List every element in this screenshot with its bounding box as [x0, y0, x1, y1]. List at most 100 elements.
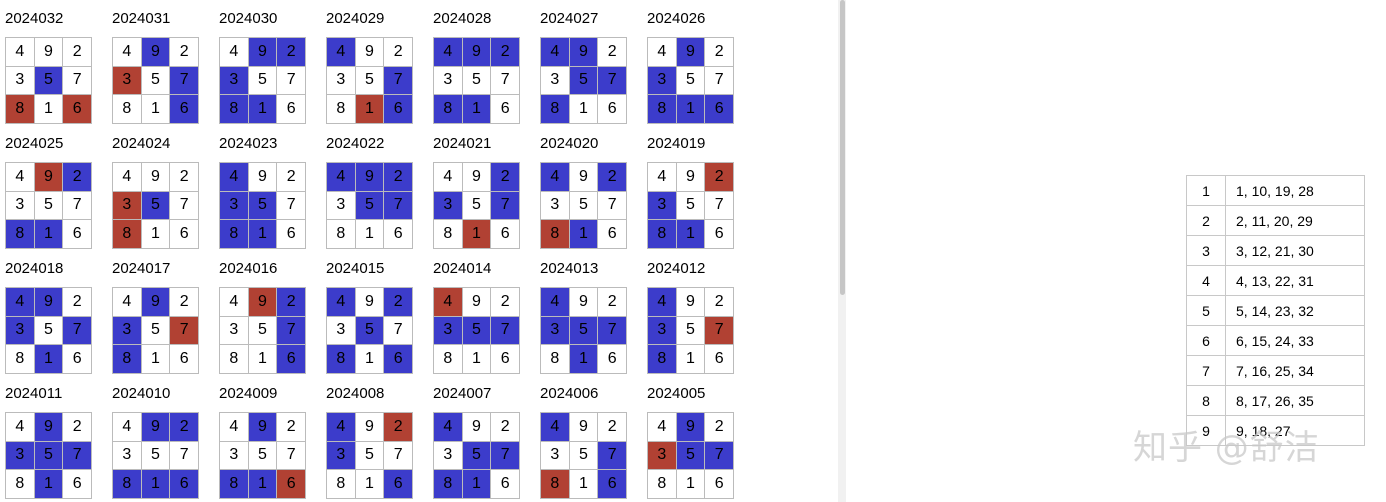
- square-cell: 4: [541, 163, 570, 192]
- square-cell: 2: [491, 288, 520, 317]
- square-cell: 8: [434, 470, 463, 499]
- square-cell: 2: [598, 163, 627, 192]
- square-cell: 1: [355, 345, 385, 374]
- square-cell: 6: [598, 470, 627, 499]
- square-cell: 8: [327, 470, 356, 499]
- mapping-row: 8 8, 17, 26, 35: [1186, 385, 1365, 416]
- square-cell: 4: [434, 163, 463, 192]
- square-cell: 7: [491, 191, 520, 221]
- square-cell: 2: [170, 288, 199, 317]
- square-cell: 3: [648, 66, 677, 96]
- mapping-row: 9 9, 18, 27: [1186, 415, 1365, 446]
- mapping-key: 9: [1186, 415, 1226, 446]
- square-cell: 6: [277, 220, 306, 249]
- square-cell: 1: [248, 95, 278, 124]
- square-cell: 6: [63, 470, 92, 499]
- square-cell: 5: [462, 66, 492, 96]
- draw-id-label: 2024029: [326, 10, 385, 27]
- square-cell: 2: [598, 38, 627, 67]
- square-cell: 8: [113, 220, 142, 249]
- square-cell: 6: [63, 345, 92, 374]
- square-cell: 9: [355, 163, 385, 192]
- square-cell: 7: [170, 316, 199, 346]
- square-cell: 3: [434, 316, 463, 346]
- square-cell: 4: [6, 163, 35, 192]
- square-cell: 4: [327, 288, 356, 317]
- square-cell: 9: [569, 288, 599, 317]
- square-cell: 3: [541, 316, 570, 346]
- square-cell: 1: [676, 220, 706, 249]
- square-cell: 1: [569, 220, 599, 249]
- square-cell: 9: [569, 413, 599, 442]
- square-cell: 8: [648, 220, 677, 249]
- square-cell: 2: [63, 413, 92, 442]
- square-cell: 7: [384, 66, 413, 96]
- draw-id-label: 2024023: [219, 135, 278, 152]
- square-cell: 9: [355, 288, 385, 317]
- square-cell: 8: [220, 95, 249, 124]
- draw-id-label: 2024006: [540, 385, 599, 402]
- square-cell: 6: [277, 470, 306, 499]
- square-cell: 4: [327, 413, 356, 442]
- square-cell: 8: [541, 95, 570, 124]
- draw-id-label: 2024013: [540, 260, 599, 277]
- square-cell: 6: [705, 95, 734, 124]
- square-cell: 6: [384, 220, 413, 249]
- square-cell: 1: [569, 95, 599, 124]
- scrollbar-thumb[interactable]: [840, 0, 845, 295]
- square-cell: 6: [384, 95, 413, 124]
- square-cell: 5: [676, 191, 706, 221]
- square-cell: 1: [141, 345, 171, 374]
- draw-id-label: 2024026: [647, 10, 706, 27]
- square-cell: 2: [598, 413, 627, 442]
- mapping-values: 1, 10, 19, 28: [1225, 175, 1365, 206]
- draw-id-label: 2024009: [219, 385, 278, 402]
- square-cell: 9: [462, 288, 492, 317]
- square-cell: 3: [113, 66, 142, 96]
- square-cell: 8: [434, 220, 463, 249]
- square-cell: 2: [705, 38, 734, 67]
- square-cell: 3: [327, 316, 356, 346]
- square-cell: 8: [648, 345, 677, 374]
- square-cell: 6: [384, 470, 413, 499]
- square-cell: 3: [220, 316, 249, 346]
- square-cell: 6: [491, 345, 520, 374]
- square-cell: 3: [541, 441, 570, 471]
- draw-id-label: 2024022: [326, 135, 385, 152]
- square-cell: 7: [277, 191, 306, 221]
- square-cell: 1: [248, 220, 278, 249]
- square-cell: 1: [569, 470, 599, 499]
- square-cell: 1: [676, 345, 706, 374]
- square-cell: 7: [705, 316, 734, 346]
- square-cell: 9: [141, 38, 171, 67]
- square-cell: 2: [384, 163, 413, 192]
- square-cell: 3: [648, 191, 677, 221]
- square-cell: 3: [113, 441, 142, 471]
- square-cell: 1: [462, 470, 492, 499]
- square-cell: 8: [327, 345, 356, 374]
- square-cell: 7: [170, 441, 199, 471]
- draw-id-label: 2024007: [433, 385, 492, 402]
- square-cell: 3: [6, 316, 35, 346]
- square-cell: 4: [648, 413, 677, 442]
- square-cell: 5: [248, 441, 278, 471]
- square-cell: 5: [676, 66, 706, 96]
- square-cell: 5: [248, 316, 278, 346]
- mapping-key: 8: [1186, 385, 1226, 416]
- square-cell: 6: [705, 470, 734, 499]
- square-cell: 4: [434, 288, 463, 317]
- square-cell: 1: [141, 470, 171, 499]
- square-cell: 4: [541, 38, 570, 67]
- square-cell: 8: [6, 220, 35, 249]
